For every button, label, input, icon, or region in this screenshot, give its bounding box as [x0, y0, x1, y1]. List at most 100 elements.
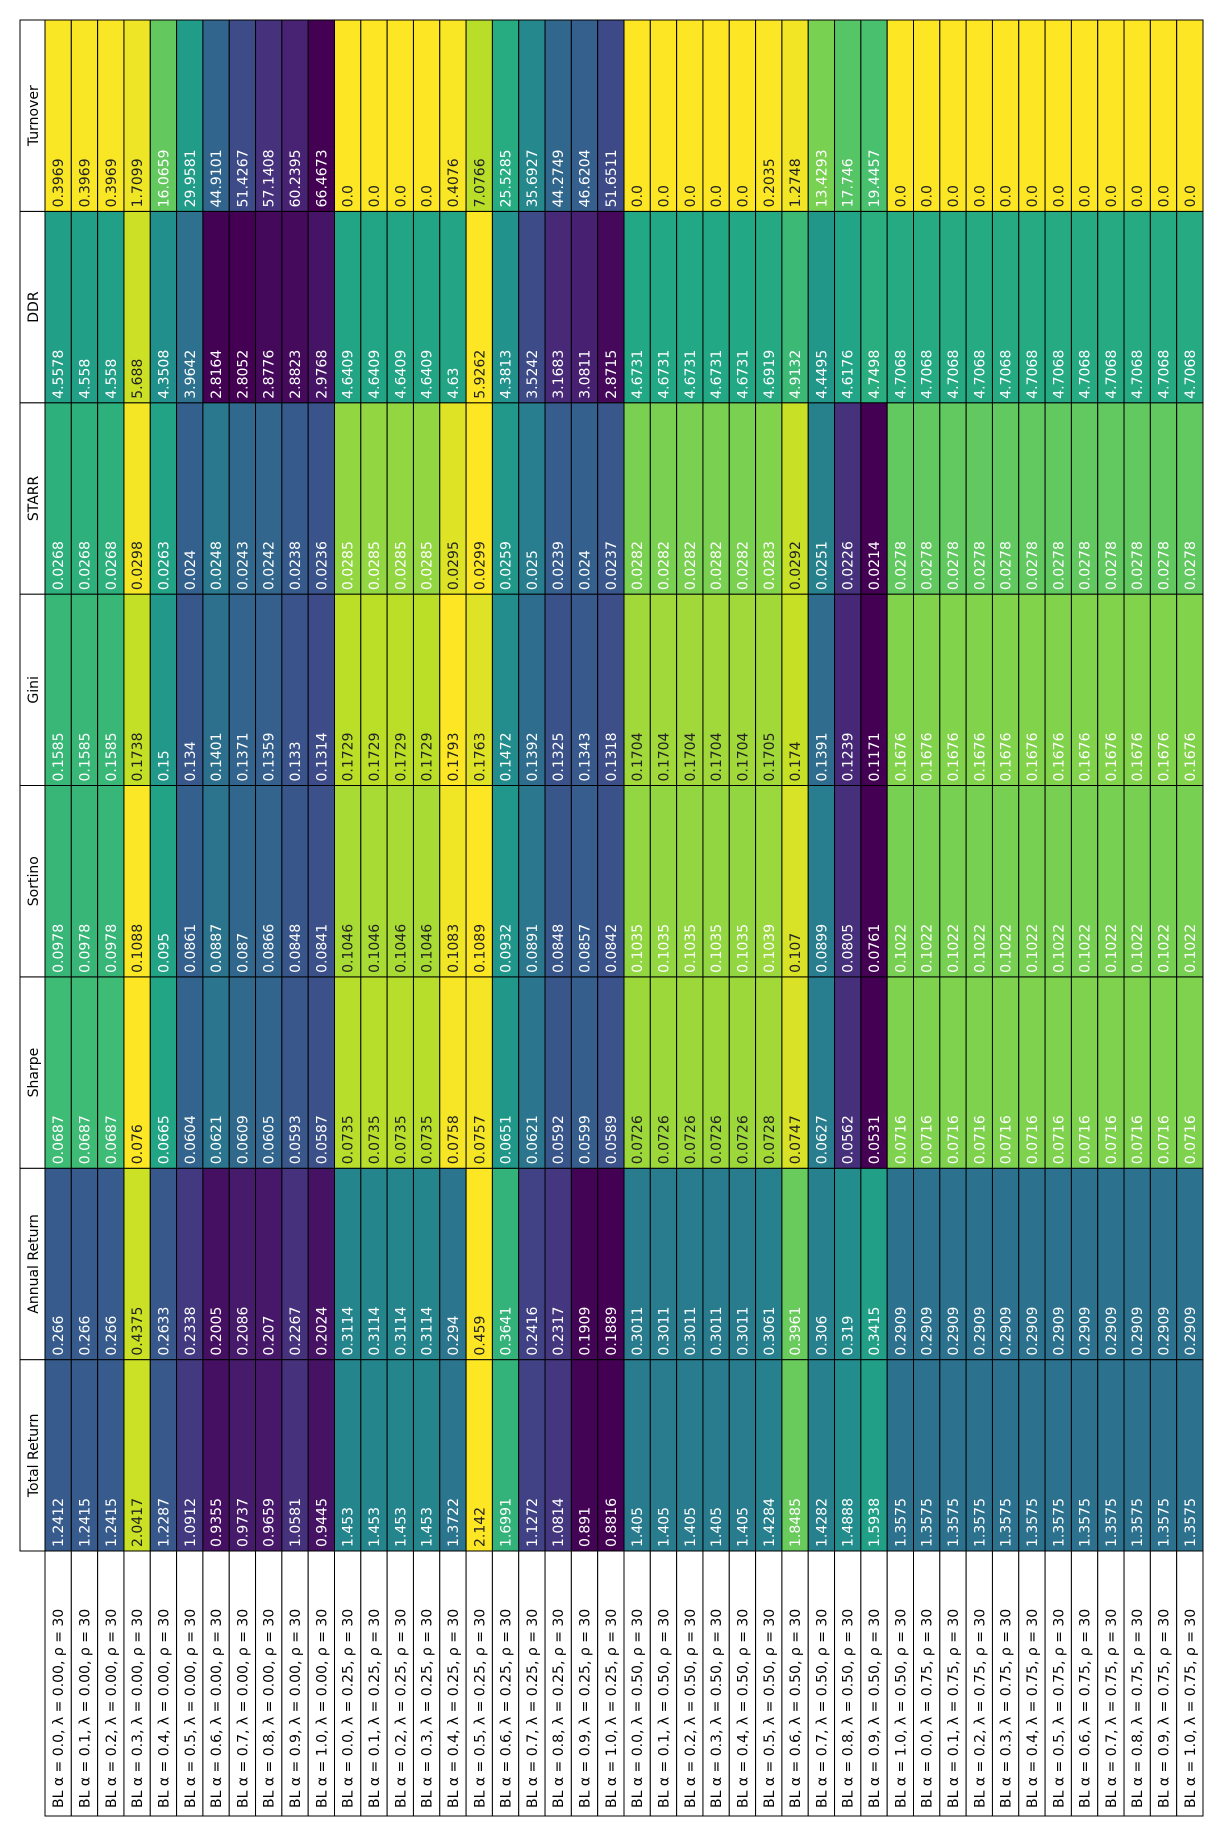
cell-value: 0.1401 [209, 733, 225, 782]
cell-value: 0.1314 [314, 732, 330, 781]
cell-value: 2.8776 [262, 350, 278, 399]
cell-value: 0.0 [893, 185, 909, 207]
cell-value: 0.0 [1025, 185, 1041, 207]
cell-value: 1.3575 [946, 1498, 962, 1547]
cell-value: 0.0687 [104, 1115, 120, 1164]
heatmap-cell [360, 19, 388, 212]
cell-value: 0.207 [262, 1316, 278, 1356]
cell-value: 0.1676 [1130, 732, 1146, 781]
cell-value: 1.2415 [77, 1498, 93, 1547]
cell-value: 0.0599 [578, 1115, 594, 1164]
cell-value: 0.0278 [1104, 541, 1120, 590]
rotated-table: Total Return Annual Return Sharpe Sortino Gi… [19, 19, 1204, 1817]
cell-value: 0.2338 [183, 1307, 199, 1356]
cell-value: 0.3415 [867, 1307, 883, 1356]
cell-value: 1.5938 [867, 1498, 883, 1547]
heatmap-cell [1097, 19, 1125, 212]
cell-value: 0.306 [814, 1315, 830, 1355]
cell-value: 4.6176 [841, 350, 857, 399]
heatmap-cell [412, 19, 441, 212]
column-header: STARR [26, 475, 42, 521]
heatmap-cell [334, 19, 362, 212]
heatmap-cell [991, 19, 1020, 212]
cell-value: 0.0 [420, 185, 436, 207]
cell-value: 0.3114 [393, 1307, 409, 1356]
cell-value: 0.2024 [314, 1307, 330, 1356]
cell-value: 0.3061 [762, 1307, 778, 1356]
cell-value: 7.0766 [472, 158, 488, 207]
cell-value: 51.4267 [235, 149, 251, 207]
cell-value: 4.558 [104, 359, 120, 399]
cell-value: 0.0263 [156, 541, 172, 590]
cell-value: 0.0531 [867, 1115, 883, 1164]
cell-value: 0.1046 [393, 924, 409, 973]
row-label: BL α = 0.2, λ = 0.25, ρ = 30 [393, 1609, 409, 1808]
cell-value: 0.1676 [920, 732, 936, 781]
cell-value: 4.6409 [341, 350, 357, 399]
cell-value: 0.1704 [656, 732, 672, 781]
heatmap-cell [702, 19, 730, 212]
cell-value: 4.7068 [1078, 350, 1094, 399]
row-label: BL α = 0.1, λ = 0.50, ρ = 30 [656, 1609, 672, 1808]
heatmap-cell [1123, 19, 1151, 212]
cell-value: 0.0735 [420, 1115, 436, 1164]
cell-value: 0.1325 [551, 733, 567, 782]
cell-value: 0.0716 [1104, 1115, 1120, 1164]
row-label: BL α = 0.5, λ = 0.75, ρ = 30 [1051, 1609, 1067, 1808]
cell-value: 16.0659 [156, 149, 172, 207]
column-header: Annual Return [26, 1214, 42, 1314]
cell-value: 0.2909 [1130, 1307, 1146, 1356]
row-label: BL α = 0.9, λ = 0.75, ρ = 30 [1157, 1609, 1173, 1808]
heatmap-cell [913, 19, 941, 212]
cell-value: 0.0 [1157, 185, 1173, 207]
cell-value: 29.9581 [183, 149, 199, 207]
cell-value: 0.0278 [999, 541, 1015, 590]
cell-value: 4.5578 [51, 350, 67, 399]
cell-value: 0.1022 [1104, 924, 1120, 973]
cell-value: 1.405 [735, 1507, 751, 1547]
cell-value: 0.0278 [1157, 541, 1173, 590]
cell-value: 0.174 [788, 741, 804, 781]
cell-value: 0.0282 [709, 541, 725, 590]
cell-value: 0.0716 [1078, 1115, 1094, 1164]
cell-value: 0.134 [183, 741, 199, 781]
row-label: BL α = 0.7, λ = 0.50, ρ = 30 [814, 1609, 830, 1808]
cell-value: 0.9737 [235, 1498, 251, 1547]
cell-value: 1.405 [709, 1507, 725, 1547]
cell-value: 0.0 [972, 185, 988, 207]
row-label: BL α = 0.8, λ = 0.00, ρ = 30 [262, 1609, 278, 1808]
cell-value: 13.4293 [814, 149, 830, 207]
heatmap-cell [1070, 19, 1099, 212]
cell-value: 4.6731 [630, 350, 646, 399]
row-label: BL α = 0.1, λ = 0.25, ρ = 30 [367, 1609, 383, 1808]
cell-value: 0.1704 [709, 732, 725, 781]
row-label: BL α = 0.7, λ = 0.75, ρ = 30 [1104, 1609, 1120, 1808]
cell-value: 0.0 [709, 185, 725, 207]
cell-value: 0.3961 [788, 1307, 804, 1356]
cell-value: 0.1318 [604, 733, 620, 782]
cell-value: 4.7068 [972, 350, 988, 399]
cell-value: 0.0268 [51, 541, 67, 590]
cell-value: 0.1729 [393, 733, 409, 782]
cell-value: 5.9262 [472, 350, 488, 399]
row-label: BL α = 0.2, λ = 0.50, ρ = 30 [683, 1609, 699, 1808]
cell-value: 0.0716 [920, 1115, 936, 1164]
cell-value: 44.2749 [551, 149, 567, 207]
cell-value: 0.0243 [235, 541, 251, 590]
cell-value: 0.2267 [288, 1307, 304, 1356]
cell-value: 0.1676 [1051, 732, 1067, 781]
cell-value: 0.0716 [999, 1115, 1015, 1164]
cell-value: 0.2909 [972, 1307, 988, 1356]
cell-value: 0.0282 [735, 541, 751, 590]
cell-value: 0.0887 [209, 924, 225, 973]
cell-value: 0.0978 [51, 924, 67, 973]
cell-value: 0.1704 [630, 732, 646, 781]
cell-value: 0.0292 [788, 541, 804, 590]
cell-value: 0.1909 [578, 1307, 594, 1356]
column-header: Sortino [26, 856, 42, 906]
cell-value: 0.1022 [1051, 924, 1067, 973]
cell-value: 0.0716 [1157, 1115, 1173, 1164]
cell-value: 0.294 [446, 1315, 462, 1355]
cell-value: 0.107 [788, 933, 804, 973]
